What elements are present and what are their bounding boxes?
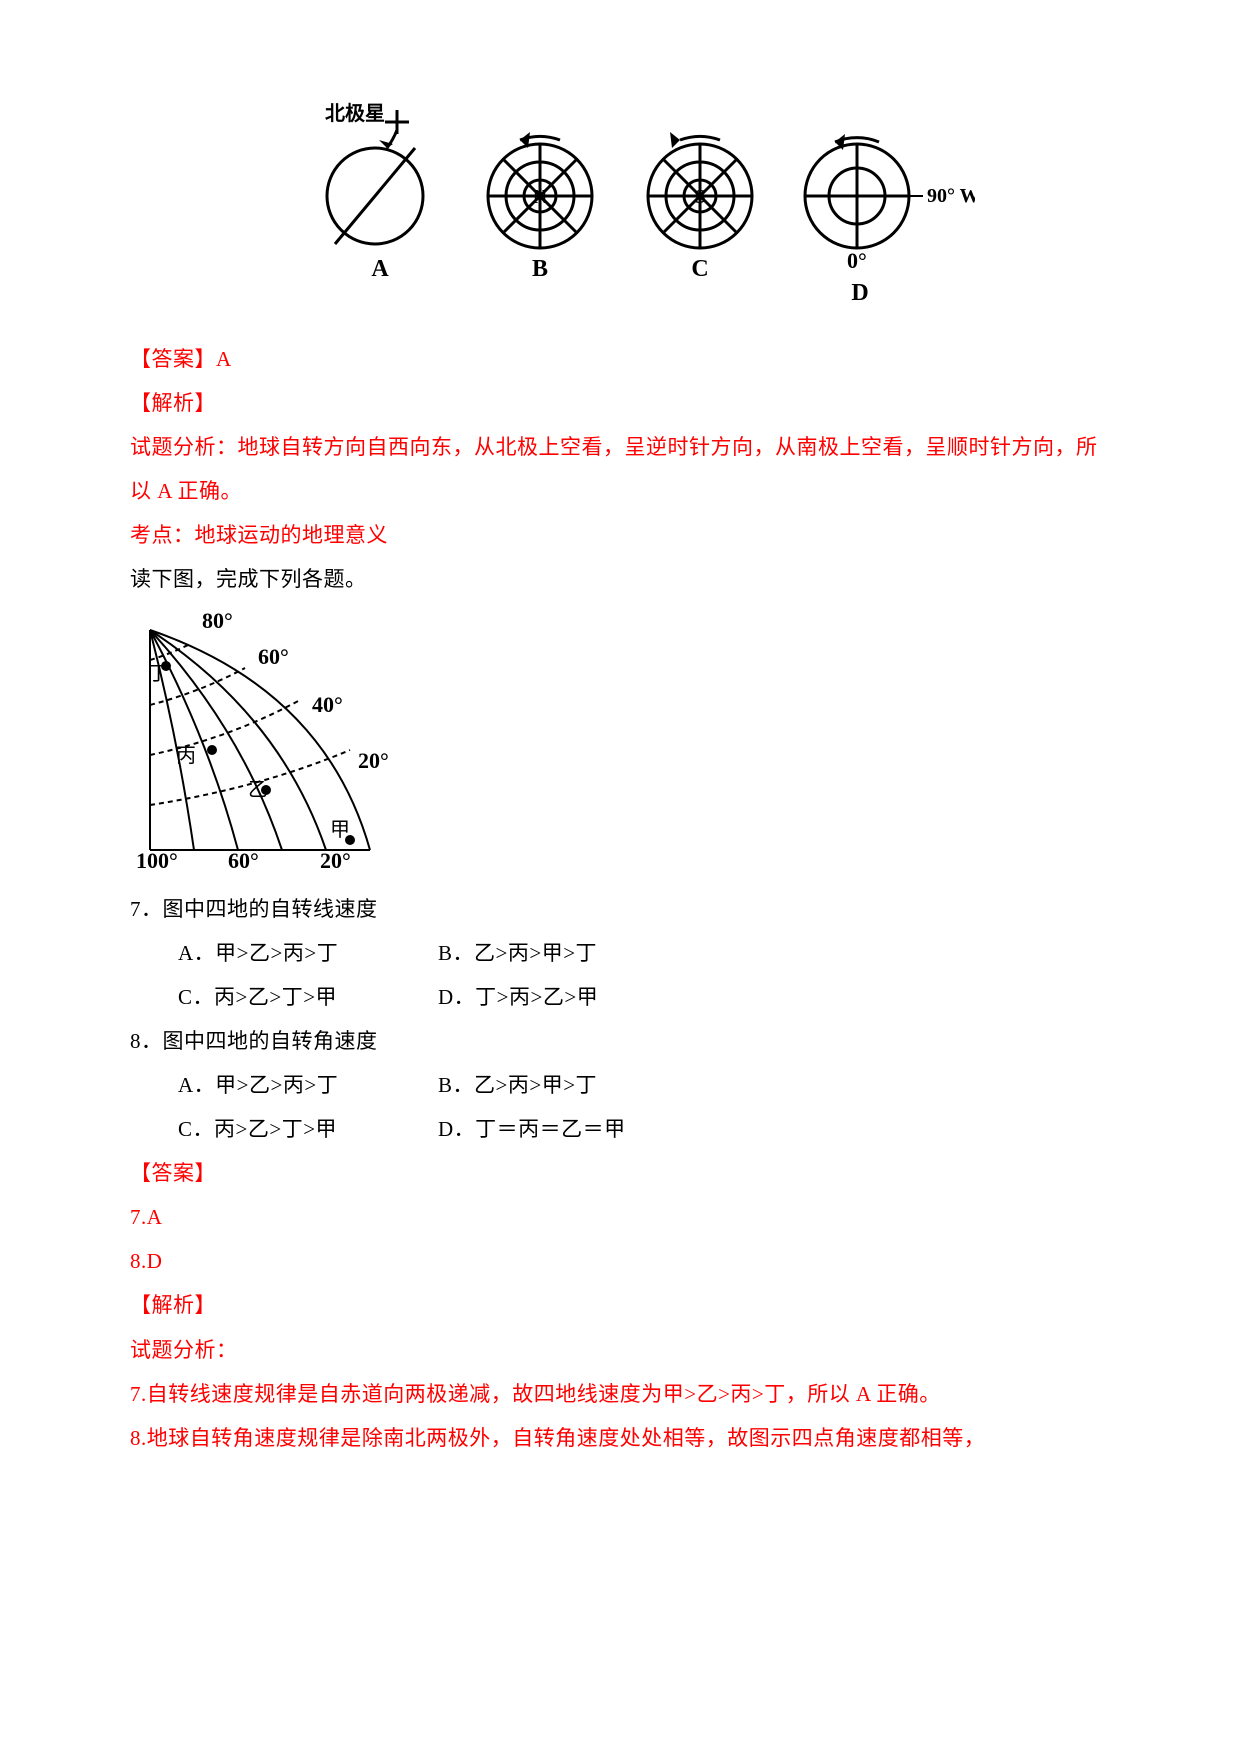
panel-d-label: D bbox=[745, 280, 975, 307]
figure-earth-rotation: 北极星 A N bbox=[180, 100, 1110, 307]
q8-row1: A．甲>乙>丙>丁 B．乙>丙>甲>丁 bbox=[130, 1063, 1110, 1107]
q7-opt-d: D．丁>丙>乙>甲 bbox=[438, 975, 698, 1019]
explain-1-analysis: 试题分析：地球自转方向自西向东，从北极上空看，呈逆时针方向，从南极上空看，呈顺时… bbox=[130, 425, 1110, 513]
panel-d-svg: 90° W 0° bbox=[795, 100, 975, 250]
panel-d-zero: 0° bbox=[847, 248, 975, 274]
pt-ding: 丁 bbox=[148, 663, 168, 685]
lon-20: 20° bbox=[320, 848, 351, 870]
prompt-2: 读下图，完成下列各题。 bbox=[130, 557, 1110, 601]
pt-jia: 甲 bbox=[330, 819, 350, 841]
q8-opt-b: B．乙>丙>甲>丁 bbox=[438, 1063, 698, 1107]
panel-a: 北极星 A bbox=[315, 100, 445, 283]
polaris-label: 北极星 bbox=[325, 101, 385, 125]
q8-stem: 8．图中四地的自转角速度 bbox=[130, 1019, 1110, 1063]
q7-opt-c: C．丙>乙>丁>甲 bbox=[178, 975, 438, 1019]
lon-100: 100° bbox=[136, 848, 178, 870]
explain2-heading: 【解析】 bbox=[130, 1283, 1110, 1327]
lat-80: 80° bbox=[202, 610, 233, 633]
answer-1-prefix: 【答案】 bbox=[130, 347, 216, 371]
lat-40: 40° bbox=[312, 692, 343, 717]
panel-d: 90° W 0° 0° D bbox=[795, 100, 975, 307]
q7-stem: 7．图中四地的自转线速度 bbox=[130, 887, 1110, 931]
q8-opt-d: D．丁＝丙＝乙＝甲 bbox=[438, 1107, 698, 1151]
q8-row2: C．丙>乙>丁>甲 D．丁＝丙＝乙＝甲 bbox=[130, 1107, 1110, 1151]
pt-bing: 丙 bbox=[176, 745, 196, 767]
q7-opt-b: B．乙>丙>甲>丁 bbox=[438, 931, 698, 975]
panel-c-svg: S bbox=[635, 100, 765, 250]
q7-row1: A．甲>乙>丙>丁 B．乙>丙>甲>丁 bbox=[130, 931, 1110, 975]
panel-c: S C bbox=[635, 100, 765, 283]
lat-20: 20° bbox=[358, 748, 389, 773]
lon-60: 60° bbox=[228, 848, 259, 870]
panel-b-svg: N bbox=[475, 100, 605, 250]
panel-b-label: B bbox=[475, 256, 605, 283]
explain2-line8: 8.地球自转角速度规律是除南北两极外，自转角速度处处相等，故图示四点角速度都相等… bbox=[130, 1416, 1110, 1460]
explain2-intro: 试题分析： bbox=[130, 1328, 1110, 1372]
answers2-7: 7.A bbox=[130, 1195, 1110, 1239]
panel-d-90w: 90° W bbox=[927, 185, 975, 207]
answers2-heading: 【答案】 bbox=[130, 1151, 1110, 1195]
q8-opt-a: A．甲>乙>丙>丁 bbox=[178, 1063, 438, 1107]
panel-b: N B bbox=[475, 100, 605, 283]
panel-b-letter: N bbox=[533, 186, 548, 208]
explain-1-heading: 【解析】 bbox=[130, 381, 1110, 425]
explain-1-kaodian: 考点：地球运动的地理意义 bbox=[130, 513, 1110, 557]
panel-a-svg: 北极星 bbox=[315, 100, 445, 250]
lat-60: 60° bbox=[258, 644, 289, 669]
answer-1: 【答案】A bbox=[130, 337, 1110, 381]
panel-a-label: A bbox=[315, 256, 445, 283]
panel-c-label: C bbox=[635, 256, 765, 283]
pt-yi: 乙 bbox=[248, 779, 268, 801]
q8-opt-c: C．丙>乙>丁>甲 bbox=[178, 1107, 438, 1151]
explain2-line7: 7.自转线速度规律是自赤道向两极递减，故四地线速度为甲>乙>丙>丁，所以 A 正… bbox=[130, 1372, 1110, 1416]
answer-1-value: A bbox=[216, 347, 232, 371]
figure-quarter-globe: 80° 60° 40° 20° 100° 60° 20° 丁 丙 乙 甲 bbox=[130, 610, 1110, 875]
answers2-8: 8.D bbox=[130, 1239, 1110, 1283]
q7-row2: C．丙>乙>丁>甲 D．丁>丙>乙>甲 bbox=[130, 975, 1110, 1019]
q7-opt-a: A．甲>乙>丙>丁 bbox=[178, 931, 438, 975]
panel-c-letter: S bbox=[694, 186, 705, 208]
